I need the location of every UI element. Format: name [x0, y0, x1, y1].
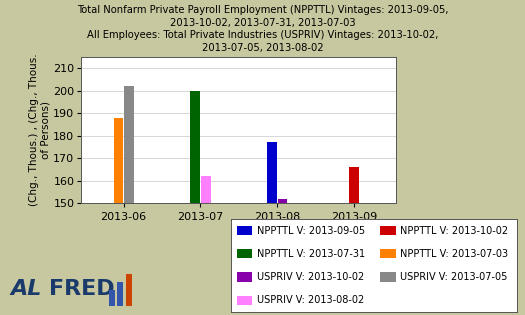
Y-axis label: (Chg., Thous.) , (Chg., Thous.
of Persons): (Chg., Thous.) , (Chg., Thous. of Person…: [29, 54, 50, 206]
Text: FRED: FRED: [49, 279, 115, 299]
FancyBboxPatch shape: [237, 226, 253, 235]
FancyBboxPatch shape: [380, 249, 395, 258]
Bar: [267, 142, 277, 203]
Bar: [125, 274, 132, 306]
FancyBboxPatch shape: [380, 226, 395, 235]
Text: NPPTTL V: 2013-09-05: NPPTTL V: 2013-09-05: [257, 226, 365, 236]
Text: USPRIV V: 2013-07-05: USPRIV V: 2013-07-05: [400, 272, 507, 282]
Bar: [117, 283, 123, 306]
Bar: [191, 90, 200, 203]
FancyBboxPatch shape: [237, 249, 253, 258]
Bar: [201, 176, 211, 203]
Text: AL: AL: [10, 279, 41, 299]
Bar: [278, 199, 287, 203]
Text: Total Nonfarm Private Payroll Employment (NPPTTL) Vintages: 2013-09-05,
2013-10-: Total Nonfarm Private Payroll Employment…: [77, 5, 448, 53]
Bar: [124, 86, 134, 203]
Bar: [113, 117, 123, 203]
Text: USPRIV V: 2013-10-02: USPRIV V: 2013-10-02: [257, 272, 364, 282]
FancyBboxPatch shape: [237, 272, 253, 282]
FancyBboxPatch shape: [380, 272, 395, 282]
FancyBboxPatch shape: [237, 295, 253, 305]
Text: USPRIV V: 2013-08-02: USPRIV V: 2013-08-02: [257, 295, 364, 305]
Bar: [109, 290, 115, 306]
Text: NPPTTL V: 2013-10-02: NPPTTL V: 2013-10-02: [400, 226, 508, 236]
Bar: [349, 167, 359, 203]
Text: NPPTTL V: 2013-07-03: NPPTTL V: 2013-07-03: [400, 249, 508, 259]
Text: NPPTTL V: 2013-07-31: NPPTTL V: 2013-07-31: [257, 249, 365, 259]
